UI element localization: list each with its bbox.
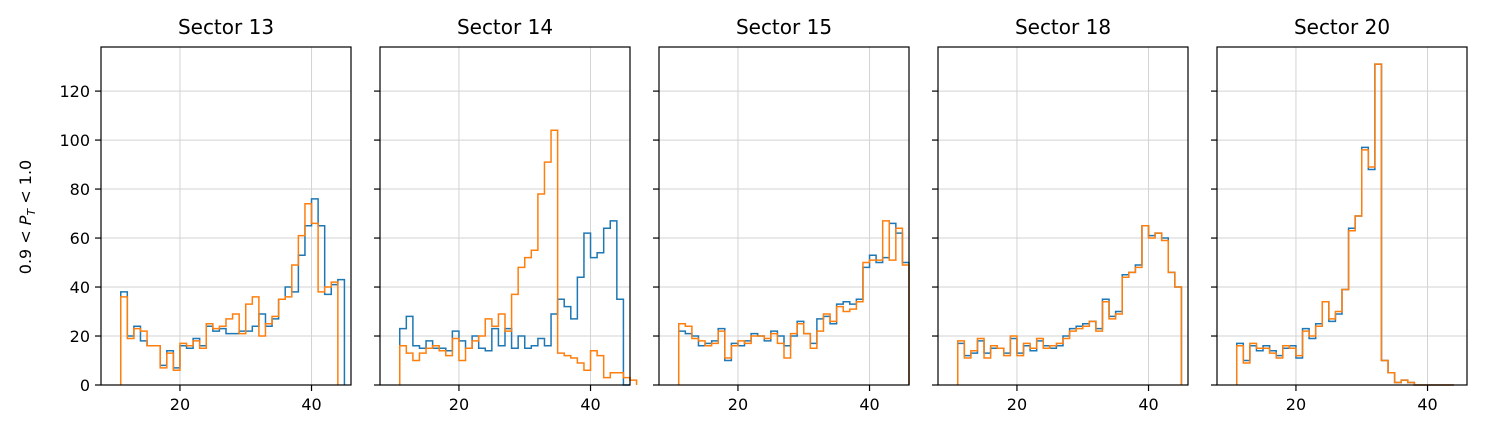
- histogram-series-1: [119, 198, 346, 385]
- panel-1: 20 40 0 20 40 60 80 100 120 Sector 13: [59, 15, 352, 414]
- ylabel-prefix: 0.9 <: [16, 225, 35, 274]
- histogram-series-1: [677, 222, 910, 385]
- y-tick-label: 120: [59, 82, 90, 101]
- panel-title: Sector 13: [178, 15, 274, 39]
- panel-frame: [100, 46, 352, 386]
- panel-2: 20 40 Sector 14: [374, 15, 638, 414]
- x-tick-label: 40: [859, 395, 879, 414]
- y-tick-label: 20: [70, 327, 90, 346]
- ylabel-suffix: < 1.0: [16, 160, 35, 209]
- x-tick-label: 20: [1007, 395, 1027, 414]
- x-tick-label: 40: [1417, 395, 1437, 414]
- panel-frame: [379, 46, 631, 386]
- panel-title: Sector 14: [457, 15, 553, 39]
- y-tick-label: 40: [70, 278, 90, 297]
- x-tick-label: 20: [1286, 395, 1306, 414]
- histogram-series-1: [1235, 63, 1454, 386]
- y-axis-label-text: 0.9 < PT < 1.0: [16, 160, 38, 274]
- histogram-series-2: [1235, 63, 1454, 386]
- panel-frame: [1216, 46, 1468, 386]
- y-tick-label: 0: [80, 376, 90, 395]
- x-tick-label: 20: [170, 395, 190, 414]
- panels: 20 40 0 20 40 60 80 100 120 Sector 13 20 40 Sector 1…: [59, 15, 1468, 414]
- y-tick-label: 60: [70, 229, 90, 248]
- y-axis-label: 0.9 < PT < 1.0: [16, 160, 38, 274]
- y-tick-label: 100: [59, 131, 90, 150]
- x-tick-label: 20: [449, 395, 469, 414]
- y-tick-label: 80: [70, 180, 90, 199]
- ylabel-p: P: [16, 215, 35, 225]
- panel-frame: [937, 46, 1189, 386]
- panel-title: Sector 18: [1015, 15, 1111, 39]
- panel-title: Sector 20: [1294, 15, 1390, 39]
- histogram-series-2: [398, 129, 638, 385]
- x-tick-label: 20: [728, 395, 748, 414]
- panel-frame: [658, 46, 910, 386]
- panel-4: 20 40 Sector 18: [932, 15, 1189, 414]
- x-tick-label: 40: [1138, 395, 1158, 414]
- histogram-series-1: [398, 220, 630, 386]
- histogram-series-2: [677, 220, 910, 385]
- histogram-series-2: [956, 225, 1183, 385]
- x-tick-label: 40: [580, 395, 600, 414]
- histogram-series-2: [119, 203, 339, 385]
- panel-3: 20 40 Sector 15: [653, 15, 910, 414]
- ylabel-sub: T: [25, 208, 38, 216]
- x-tick-label: 40: [301, 395, 321, 414]
- panel-5: 20 40 Sector 20: [1211, 15, 1468, 414]
- histogram-series-1: [956, 225, 1183, 385]
- panel-title: Sector 15: [736, 15, 832, 39]
